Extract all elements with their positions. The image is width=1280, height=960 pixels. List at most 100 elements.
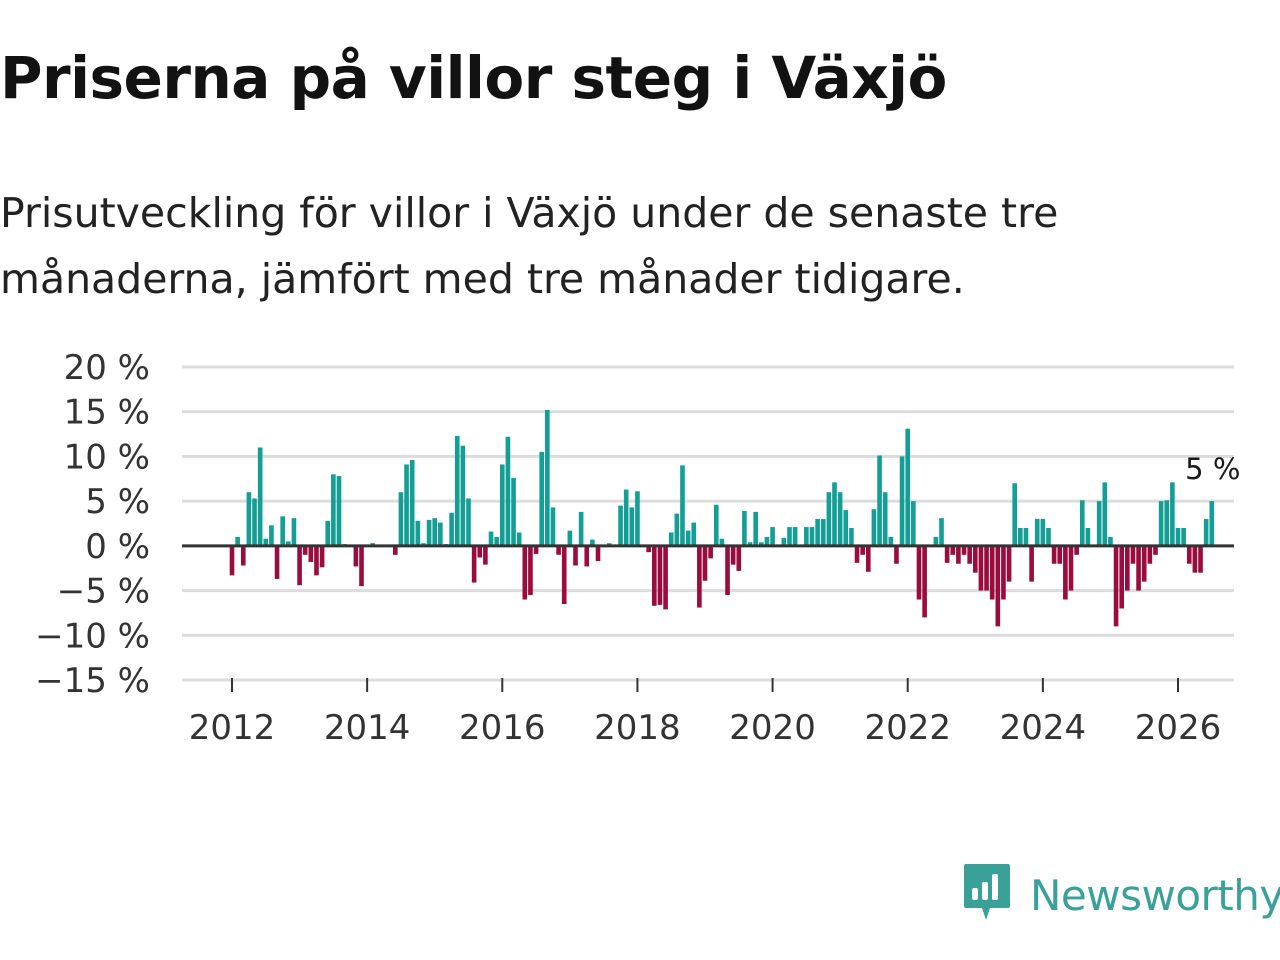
bar [1040,519,1046,546]
bar [460,445,466,546]
bar [933,536,939,546]
bar [471,545,477,583]
x-tick-label: 2022 [864,708,951,748]
bar [561,545,567,604]
bar [359,545,364,587]
x-tick-label: 2012 [189,708,276,748]
bar [1001,545,1006,600]
bar [274,545,280,579]
annotations: 5 % [1185,452,1240,486]
bar [590,539,595,546]
x-tick-label: 2020 [729,708,816,748]
bar [1079,500,1085,546]
x-tick-label: 2016 [459,708,546,748]
bar [280,516,285,546]
bar [730,545,736,565]
bar [674,513,680,546]
brand-name: Newsworthy [1030,870,1280,920]
bar [882,492,888,546]
chart-title: Priserna på villor steg i Växjö [0,44,947,112]
bar [336,476,342,546]
y-tick-label: 5 % [85,482,150,522]
bar [1057,545,1063,564]
bar [759,542,764,546]
bar [449,512,454,546]
bar [804,527,809,546]
bar [1209,501,1215,546]
bar [1119,545,1124,609]
x-tick-label: 2026 [1135,708,1222,748]
bar [877,455,882,546]
bar [539,451,545,546]
bar [652,545,657,606]
y-tick-label: 20 % [64,348,150,388]
bar [849,527,854,546]
bar [623,489,629,546]
bar [894,545,899,564]
bar [1147,545,1153,564]
y-tick-label: 10 % [64,437,150,477]
bar [286,541,291,546]
bar [944,545,950,563]
bar [1068,545,1074,591]
bar [702,545,708,581]
bar [719,538,725,546]
bar [1034,519,1040,546]
x-tick-label: 2014 [324,708,411,748]
bar [505,436,511,546]
bar [725,545,730,596]
bar [319,545,325,568]
bar [477,545,483,558]
bar [736,545,742,571]
bar [483,545,488,565]
x-axis: 2012 2014 2016 2018 2020 2022 2024 2026 [189,678,1222,748]
bar [263,538,269,546]
bar [1029,545,1034,582]
bar [398,492,404,546]
newsworthy-brand[interactable]: Newsworthy [962,862,1280,928]
bar [1096,501,1102,546]
bar [1181,527,1186,546]
bar [989,545,995,600]
newsworthy-logo-icon [962,862,1012,928]
last-value-label: 5 % [1185,452,1240,486]
bar [392,545,398,555]
bar [911,501,916,546]
bar [922,545,927,618]
bar [826,492,832,546]
bar [291,518,297,546]
bar [1108,536,1113,546]
bar [697,545,702,608]
bar [713,504,719,546]
x-tick-label: 2024 [1000,708,1087,748]
bar [787,527,792,546]
bar [432,518,438,546]
bar [899,456,905,546]
bar [556,545,561,555]
bar [871,509,877,546]
gridlines [182,365,1234,682]
bar [837,492,843,546]
bar [499,464,505,546]
bar [595,545,601,562]
bar [1164,500,1170,546]
bar [832,482,837,546]
bar [488,531,494,546]
bar [854,545,860,563]
bar [860,545,865,555]
bar [1136,545,1141,591]
bar [297,545,302,586]
x-tick-label: 2018 [594,708,681,748]
bar [466,498,471,546]
bar [1046,527,1051,546]
bar [1186,545,1192,564]
bar [325,520,331,546]
bar [956,545,961,564]
bar [229,545,235,576]
bar [415,520,421,546]
bar [618,505,623,546]
bar [516,532,522,546]
bar [668,532,674,546]
bar [404,464,409,546]
bar [550,507,556,546]
